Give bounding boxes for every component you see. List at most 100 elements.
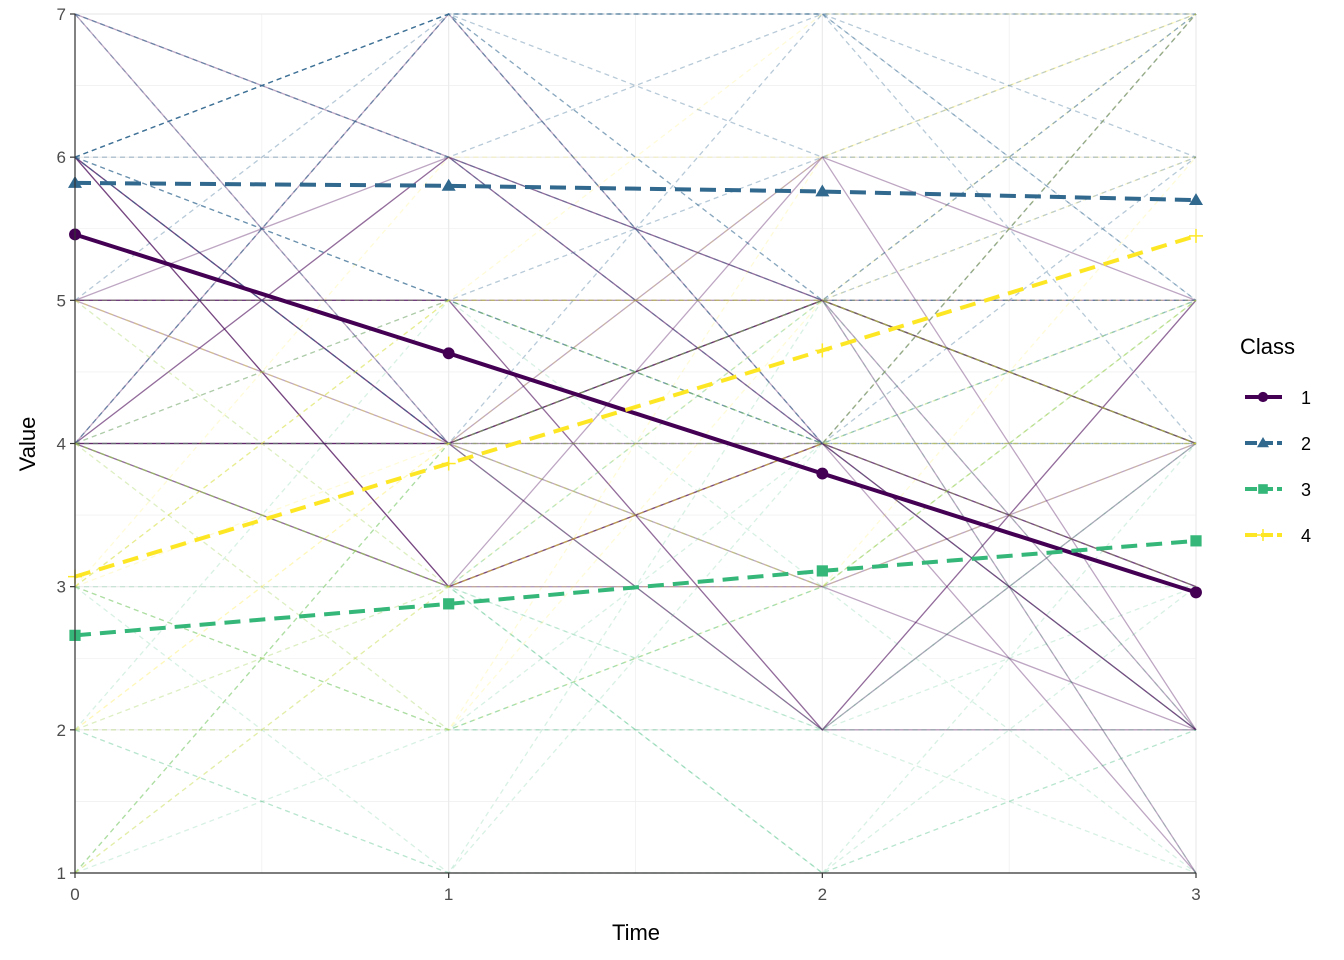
legend-item-class-3: 3 [1245, 480, 1311, 500]
trajectory-line [74, 299, 1197, 731]
trajectory-line [74, 586, 1196, 731]
trajectory-line [74, 156, 1197, 445]
trajectory-line [74, 442, 1197, 874]
trajectory-line [74, 299, 1197, 874]
trajectory-line [75, 299, 1197, 588]
trajectory-line [74, 299, 1197, 588]
trajectory-line [74, 156, 1197, 588]
triangle-marker-icon [815, 184, 830, 197]
legend-label: 2 [1301, 434, 1311, 454]
trajectory-line [74, 13, 1196, 158]
x-tick-label: 3 [1191, 885, 1200, 904]
trajectory-line [75, 156, 1197, 731]
trajectory-line [75, 13, 1197, 301]
individual-trajectories [74, 13, 1197, 874]
trajectory-line [75, 299, 1197, 445]
trajectory-line [74, 299, 1197, 588]
trajectory-line [74, 299, 1197, 874]
circle-marker-icon [442, 347, 455, 360]
trajectory-line [75, 585, 1197, 874]
trajectory-line [75, 299, 1197, 731]
trajectory-line [74, 299, 1197, 874]
trajectory-line [74, 13, 1197, 302]
legend-item-class-4: 4 [1245, 526, 1311, 546]
trajectory-line [74, 13, 1197, 445]
trajectory-line [75, 13, 1197, 731]
square-marker-icon [1258, 484, 1268, 494]
trajectory-line [74, 13, 1197, 302]
trajectory-line [74, 442, 1197, 874]
trajectory-line [74, 442, 1197, 731]
trajectory-line [74, 13, 1197, 731]
trajectory-line [74, 442, 1197, 874]
y-tick-label: 1 [57, 864, 66, 883]
trajectory-line [75, 156, 1197, 445]
trajectory-line [74, 13, 1197, 588]
x-tick-label: 1 [444, 885, 453, 904]
mean-line [74, 232, 1197, 595]
trajectory-line [74, 13, 1197, 588]
trajectory-line [74, 299, 1197, 445]
square-marker-icon [443, 598, 455, 610]
trajectory-line [74, 299, 1197, 588]
y-axis-ticks: 1 2 3 4 5 6 7 [57, 5, 75, 883]
y-tick-label: 5 [57, 291, 66, 310]
trajectory-line [75, 299, 1197, 445]
y-tick-label: 2 [57, 721, 66, 740]
triangle-marker-icon [1257, 437, 1269, 448]
mean-line [74, 180, 1197, 203]
trajectory-line [74, 156, 1197, 731]
trajectory-line [74, 156, 1197, 445]
mean-line [74, 538, 1197, 638]
trajectory-line [74, 156, 1197, 445]
trajectory-line [74, 13, 1197, 445]
trajectory-line [75, 299, 1197, 731]
trajectory-line [74, 442, 1197, 731]
trajectory-line [74, 442, 1196, 731]
y-tick-label: 6 [57, 148, 66, 167]
trajectory-line [74, 442, 1197, 874]
trajectory-line [75, 13, 1196, 445]
trajectory-line [74, 13, 1197, 301]
square-marker-icon [1190, 535, 1202, 547]
series-class-1 [69, 228, 1202, 599]
trajectory-line [74, 13, 1196, 301]
x-axis-ticks: 0 1 2 3 [70, 873, 1201, 904]
legend-item-class-1: 1 [1245, 388, 1311, 408]
square-marker-icon [816, 565, 828, 577]
trajectory-line [75, 299, 1196, 731]
trajectory-line [74, 156, 1197, 588]
trajectory-line [75, 13, 1197, 445]
trajectory-line [74, 156, 1197, 731]
legend-label: 3 [1301, 480, 1311, 500]
x-axis-title: Time [612, 920, 660, 945]
legend: Class 1 2 3 4 [1240, 334, 1311, 546]
trajectory-line [74, 13, 1196, 158]
trajectory-line [74, 156, 1197, 445]
trajectory-line [74, 156, 1197, 588]
trajectory-line [74, 13, 1196, 445]
circle-marker-icon [1257, 391, 1269, 403]
trajectory-line [74, 299, 1197, 874]
y-tick-label: 7 [57, 5, 66, 24]
trajectory-line [74, 586, 1196, 731]
y-axis-title: Value [15, 417, 40, 472]
legend-label: 4 [1301, 526, 1311, 546]
triangle-marker-icon [1189, 193, 1203, 206]
trajectory-line [74, 299, 1196, 588]
legend-label: 1 [1301, 388, 1311, 408]
trajectory-line [74, 585, 1197, 874]
mean-line [74, 233, 1197, 579]
trajectory-line [74, 156, 1196, 445]
circle-marker-icon [1190, 586, 1202, 599]
x-tick-label: 0 [70, 885, 79, 904]
trajectory-line [74, 156, 1197, 588]
trajectory-line [74, 13, 1197, 445]
trajectory-line [74, 299, 1197, 588]
class-mean-lines [68, 175, 1203, 641]
trajectory-line [74, 299, 1196, 731]
trajectory-line [74, 299, 1197, 731]
trajectory-line [74, 13, 1197, 158]
x-tick-label: 2 [818, 885, 827, 904]
